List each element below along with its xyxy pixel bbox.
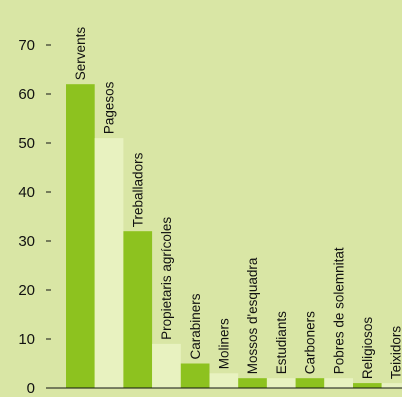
bar-pobres-de-solemnitat <box>324 378 353 388</box>
bar-pagesos <box>94 138 124 388</box>
y-tick-label: 10 <box>18 331 35 348</box>
bar-religiosos <box>353 383 382 388</box>
bar-mossos-d-esquadra <box>238 378 267 388</box>
bar-carboners <box>295 378 325 388</box>
category-label: Mossos d'esquadra <box>245 257 260 374</box>
category-labels: Servents Pagesos Treballadors Propietaris a… <box>73 27 402 379</box>
category-label: Treballadors <box>130 152 145 227</box>
y-tick-label: 20 <box>18 282 35 299</box>
category-label: Servents <box>73 27 88 81</box>
bar-moliners <box>209 373 239 388</box>
category-label: Moliners <box>217 318 232 369</box>
category-label: Estudiants <box>274 311 289 374</box>
y-tick-label: 40 <box>18 184 35 201</box>
category-label: Pagesos <box>102 81 117 134</box>
category-label: Pobres de solemnitat <box>331 247 346 374</box>
y-tick-label: 60 <box>18 86 35 103</box>
y-axis: 0 10 20 30 40 50 60 70 <box>18 37 51 397</box>
category-label: Propietaris agrícoles <box>159 217 174 340</box>
bar-propietaris-agr-coles <box>152 343 181 388</box>
category-label: Carabiners <box>188 293 203 359</box>
category-label: Teixidors <box>389 326 402 380</box>
bar-carabiners <box>180 363 210 388</box>
bar-estudiants <box>266 378 296 388</box>
bar-teixidors <box>381 383 402 388</box>
y-tick-label: 0 <box>27 380 35 397</box>
y-tick-label: 30 <box>18 233 35 250</box>
category-label: Carboners <box>303 311 318 374</box>
y-tick-label: 70 <box>18 37 35 54</box>
bar-servents <box>66 84 95 388</box>
bar-treballadors <box>123 231 153 388</box>
category-label: Religiosos <box>360 317 375 380</box>
y-tick-label: 50 <box>18 135 35 152</box>
bars <box>66 84 402 388</box>
